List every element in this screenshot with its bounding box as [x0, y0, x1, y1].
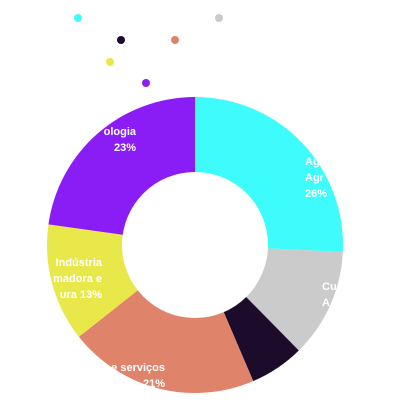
slice-label-1-line-0: Cu — [322, 281, 337, 293]
slice-label-5-line-1: 23% — [114, 142, 136, 154]
slice-label-4-line-1: madora e — [53, 273, 102, 285]
legend-marker-5 — [142, 79, 150, 87]
legend-marker-4 — [106, 58, 114, 66]
legend-marker-1 — [215, 14, 223, 22]
legend-marker-2 — [117, 36, 125, 44]
slice-label-1-line-1: A — [322, 297, 330, 309]
donut-hole — [122, 172, 268, 318]
slice-label-0-line-0: Ag — [305, 156, 320, 168]
legend-marker-3 — [171, 36, 179, 44]
slice-label-4-line-2: ura 13% — [60, 289, 102, 301]
slice-labels: Ag Agr 26% Cu Ae serviços 21% Indústria madora … — [53, 126, 337, 390]
slice-label-4-line-0: Indústria — [56, 257, 103, 269]
slice-label-3-line-1: 21% — [143, 378, 165, 390]
legend — [74, 14, 223, 87]
slice-label-0-line-2: 26% — [305, 188, 327, 200]
slice-label-5-line-0: ologia — [104, 126, 137, 138]
slice-label-3-line-0: e serviços — [111, 362, 165, 374]
slice-label-0-line-1: Agr — [305, 172, 325, 184]
legend-marker-0 — [74, 14, 82, 22]
